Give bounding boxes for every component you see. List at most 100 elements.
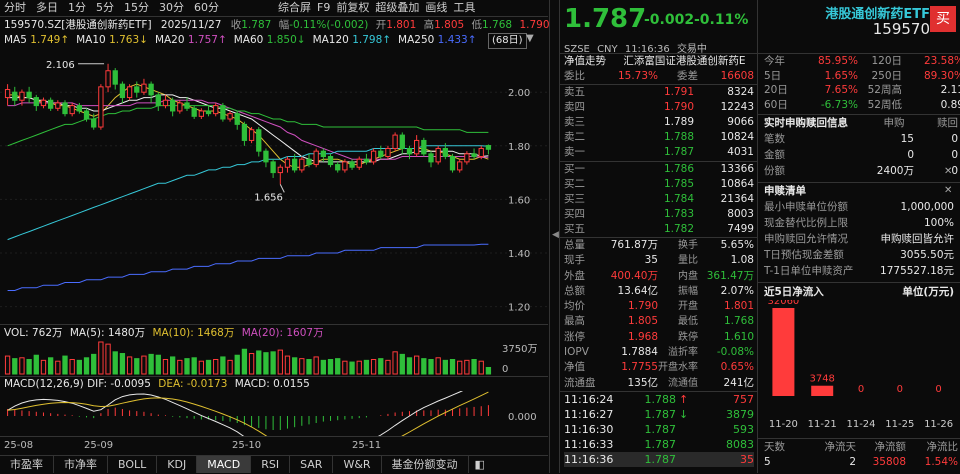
perf-row: 60日 -6.73% 52周低 0.89 bbox=[764, 98, 960, 113]
perf-label: 今年 bbox=[764, 55, 785, 67]
candle bbox=[406, 145, 413, 160]
volume-ma20: MA(20): 1607万 bbox=[241, 327, 324, 339]
volume-bar bbox=[248, 353, 255, 375]
weicha-label: 委差 bbox=[677, 70, 698, 82]
inflow-bar bbox=[772, 308, 795, 396]
close-icon[interactable]: ✕ bbox=[944, 166, 953, 177]
macd-value: MACD: 0.0155 bbox=[234, 378, 310, 390]
range-button[interactable]: (68日) bbox=[488, 33, 527, 49]
ma-legend-value: 1.749↑ bbox=[30, 34, 70, 46]
chart-pane: 分时 多日 1分 5分 15分 30分 60分 综合屏 F9 前复权 超级叠加 画线 工具 15957… bbox=[0, 1, 550, 473]
tick-arrow bbox=[676, 452, 706, 467]
order-price: 1.788 bbox=[663, 131, 694, 143]
inflow-summary-headers: 天数 净流天 净流额 净流比 bbox=[764, 440, 958, 455]
nav-trend-link[interactable]: 净值走势 bbox=[564, 55, 606, 67]
stat-label: 总额 bbox=[564, 284, 585, 297]
volume-bar bbox=[313, 356, 319, 375]
inflow-value-label: 3748 bbox=[809, 374, 834, 385]
candle bbox=[62, 100, 68, 117]
ma-legend-label: MA20 bbox=[154, 34, 188, 46]
volume-bar bbox=[442, 359, 449, 375]
ma-line-ma20 bbox=[7, 99, 489, 160]
volume-bar bbox=[449, 358, 456, 375]
macd-chart[interactable]: 0.000 bbox=[0, 391, 548, 436]
indicator-tab[interactable]: KDJ bbox=[157, 456, 198, 473]
order-level-label: 卖四 bbox=[564, 101, 585, 113]
volume-bar bbox=[284, 355, 291, 375]
indicator-tab[interactable]: 市净率 bbox=[54, 456, 108, 473]
inflow-summary-value: 35808 bbox=[872, 456, 906, 468]
candle bbox=[162, 94, 169, 109]
draw-line-button[interactable]: 画线 bbox=[425, 1, 448, 14]
macd-dea-line bbox=[7, 391, 489, 436]
stat-value: 0.65% bbox=[720, 361, 754, 374]
chevron-down-icon[interactable]: ▼ bbox=[526, 33, 534, 44]
order-level-label: 买五 bbox=[564, 223, 585, 235]
change-label: 幅 bbox=[278, 19, 290, 31]
security-code-name: 159570.SZ[港股通创新药ETF] bbox=[4, 19, 152, 31]
volume-bar bbox=[148, 353, 154, 375]
order-level-label: 买三 bbox=[564, 193, 585, 205]
indicator-tab[interactable]: RSI bbox=[251, 456, 291, 473]
tick-time: 11:16:36 bbox=[564, 453, 614, 466]
redeem-rows: 笔数 15 0 金额 0 0 份额 2400万 0 bbox=[764, 131, 958, 179]
inflow-bar bbox=[811, 385, 834, 396]
down-arrow-icon: ↓ bbox=[679, 408, 689, 421]
perf-value: 2.11 bbox=[940, 84, 960, 96]
volume-bar bbox=[76, 359, 83, 375]
ma-legend-label: MA60 bbox=[233, 34, 267, 46]
indicator-tab[interactable]: W&R bbox=[333, 456, 382, 473]
period-tab[interactable]: 30分 bbox=[159, 1, 184, 14]
candle bbox=[227, 110, 233, 122]
adjust-button[interactable]: 前复权 bbox=[336, 1, 370, 14]
period-tab[interactable]: 60分 bbox=[194, 1, 219, 14]
f9-button[interactable]: F9 bbox=[317, 1, 331, 14]
indicator-tab[interactable]: 基金份额变动 bbox=[382, 456, 469, 473]
volume-bar bbox=[213, 358, 219, 375]
candle bbox=[392, 132, 398, 152]
list-value: 1775527.18元 bbox=[880, 265, 954, 277]
more-tabs-icon[interactable]: ◧ bbox=[474, 458, 485, 471]
volume-chart[interactable]: 3750万 0 bbox=[0, 340, 548, 376]
order-book-row: 卖四 1.790 12243 bbox=[564, 100, 754, 115]
open-label: 开 bbox=[375, 19, 387, 31]
high-label: 高 bbox=[423, 19, 435, 31]
stat-row: 总量 761.87万 换手 5.65% bbox=[564, 238, 754, 253]
order-book-row: 卖二 1.788 10824 bbox=[564, 130, 754, 145]
candle bbox=[370, 148, 377, 165]
candlestick-chart[interactable]: 2.00 1.80 1.60 1.40 1.20 2.106 1.656 bbox=[0, 48, 548, 324]
volume-bar bbox=[69, 358, 75, 375]
period-tab[interactable]: 分时 bbox=[4, 1, 26, 14]
period-tab[interactable]: 多日 bbox=[36, 1, 58, 14]
overlay-button[interactable]: 超级叠加 bbox=[375, 1, 420, 14]
candle bbox=[471, 148, 477, 160]
volume-bar bbox=[485, 366, 492, 375]
tools-button[interactable]: 工具 bbox=[453, 1, 476, 14]
stat-row: 涨停 1.968 跌停 1.610 bbox=[564, 330, 754, 345]
candle bbox=[83, 108, 90, 122]
collapse-arrow-icon[interactable]: ◀ bbox=[552, 230, 559, 240]
composite-screen-button[interactable]: 综合屏 bbox=[278, 1, 311, 14]
indicator-tab[interactable]: 市盈率 bbox=[0, 456, 54, 473]
close-icon[interactable]: ✕ bbox=[944, 185, 953, 196]
period-tab[interactable]: 1分 bbox=[68, 1, 86, 14]
volume-bar bbox=[471, 358, 477, 375]
indicator-tab[interactable]: SAR bbox=[290, 456, 334, 473]
open-value: 1.801 bbox=[386, 19, 417, 31]
volume-bar bbox=[413, 355, 420, 375]
volume-bar bbox=[141, 355, 147, 375]
high-price-label: 2.106 bbox=[46, 60, 75, 71]
period-tab[interactable]: 15分 bbox=[124, 1, 149, 14]
indicator-tab[interactable]: BOLL bbox=[108, 456, 158, 473]
perf-value: 89.30% bbox=[923, 69, 960, 82]
market-meta: SZSE CNY 11:16:36 交易中 bbox=[564, 40, 707, 55]
order-volume: 10824 bbox=[720, 131, 754, 143]
weibi-label: 委比 bbox=[564, 70, 585, 82]
order-volume: 4031 bbox=[727, 146, 754, 158]
buy-button[interactable]: 买 bbox=[930, 6, 956, 32]
list-value: 3055.50元 bbox=[900, 249, 954, 261]
candle bbox=[76, 102, 83, 114]
period-tab[interactable]: 5分 bbox=[96, 1, 114, 14]
stat-label: 均价 bbox=[564, 300, 585, 313]
indicator-tab[interactable]: MACD bbox=[197, 456, 252, 473]
